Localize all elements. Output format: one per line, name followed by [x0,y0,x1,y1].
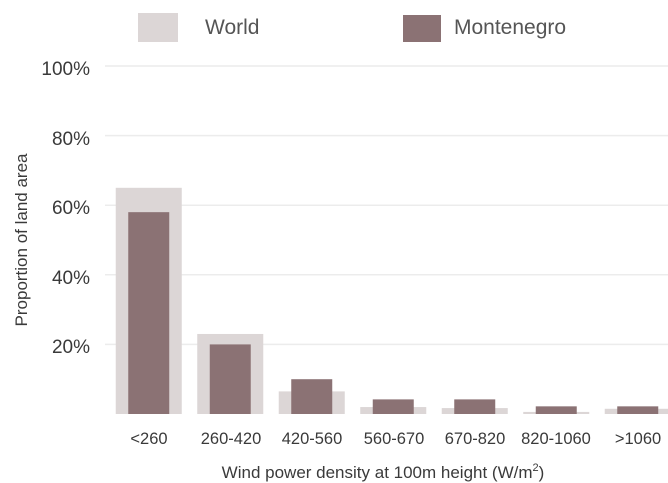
x-axis-title-main: Wind power density at 100m height (W/m [222,463,533,482]
x-tick-label: >1060 [615,430,661,448]
x-axis: <260 260-420 420-560 560-670 670-820 820… [130,430,661,448]
y-tick-label: 20% [52,337,90,358]
x-tick-label: <260 [130,430,167,448]
gridlines [105,65,668,346]
montenegro-bar [454,399,496,414]
x-axis-title-superscript: 2 [533,462,539,474]
montenegro-bar [535,406,577,414]
bars-world [115,187,668,414]
y-tick-label: 100% [41,59,90,80]
x-tick-label: 260-420 [201,430,262,448]
x-tick-label: 670-820 [445,430,506,448]
y-axis: 100% 80% 60% 40% 20% [41,59,90,358]
y-tick-label: 80% [52,129,90,150]
bars-montenegro [128,212,659,414]
montenegro-bar [209,344,251,414]
legend: World Montenegro [138,13,566,42]
legend-swatch-montenegro [403,15,441,42]
y-tick-label: 40% [52,268,90,289]
x-axis-title: Wind power density at 100m height (W/m2) [222,462,545,482]
montenegro-bar [291,379,333,414]
montenegro-bar [617,406,659,414]
x-tick-label: 560-670 [364,430,425,448]
x-axis-title-suffix: ) [539,463,545,482]
montenegro-bar [372,399,414,414]
x-tick-label: 420-560 [282,430,343,448]
y-axis-title: Proportion of land area [12,153,31,326]
legend-label-world: World [205,16,259,39]
y-tick-label: 60% [52,198,90,219]
legend-swatch-world [138,13,178,42]
x-tick-label: 820-1060 [521,430,591,448]
montenegro-bar [128,212,170,414]
legend-label-montenegro: Montenegro [454,16,566,39]
